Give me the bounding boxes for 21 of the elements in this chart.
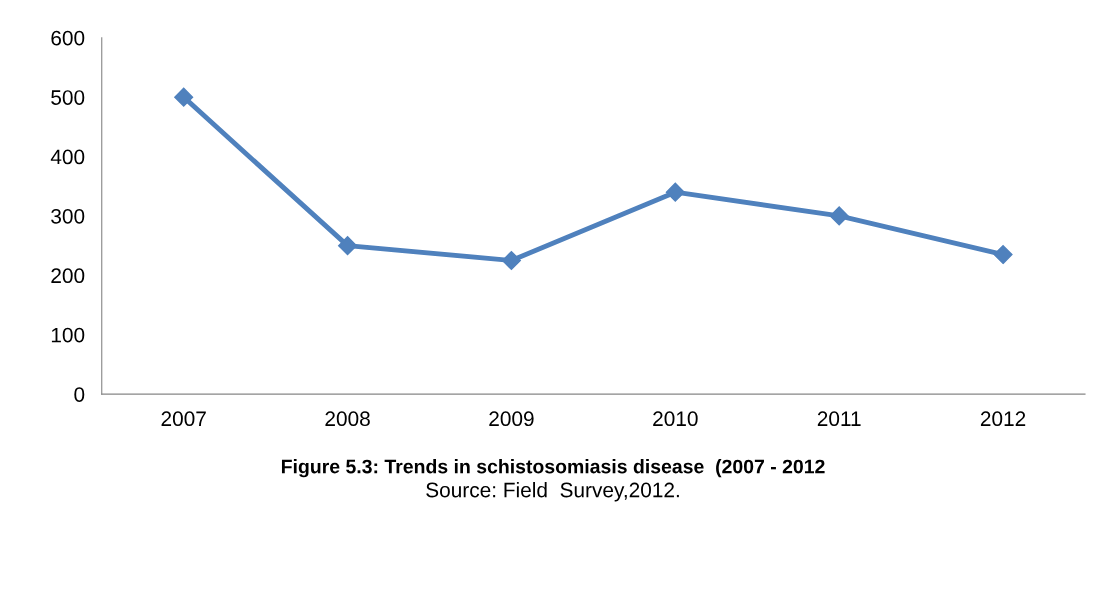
x-tick-label: 2010	[653, 411, 698, 427]
y-tick-label: 300	[51, 208, 85, 224]
y-tick-label: 600	[51, 30, 85, 46]
text: Figure 5.3: Trends in schistosomiasis disease (2007 - 2012	[281, 459, 825, 478]
x-tick-label: 2009	[489, 411, 534, 427]
source-note: Source: Field Survey,2012.	[426, 482, 679, 502]
y-tick-label: 200	[51, 268, 85, 284]
point	[338, 236, 358, 256]
x-tick-label: 2011	[817, 411, 861, 427]
y-tick-label: 400	[50, 149, 85, 165]
y-tick-label: 100	[51, 327, 85, 343]
point	[829, 206, 849, 226]
x-tick-label: 2007	[161, 411, 206, 427]
point	[174, 87, 194, 107]
point	[665, 182, 685, 202]
y-tick-label: 500	[51, 90, 85, 105]
x-tick-label: 2012	[980, 411, 1026, 427]
y-tick-label: 0	[74, 387, 85, 402]
point	[501, 250, 521, 271]
x-tick-label: 2008	[325, 411, 370, 427]
point	[993, 245, 1013, 265]
